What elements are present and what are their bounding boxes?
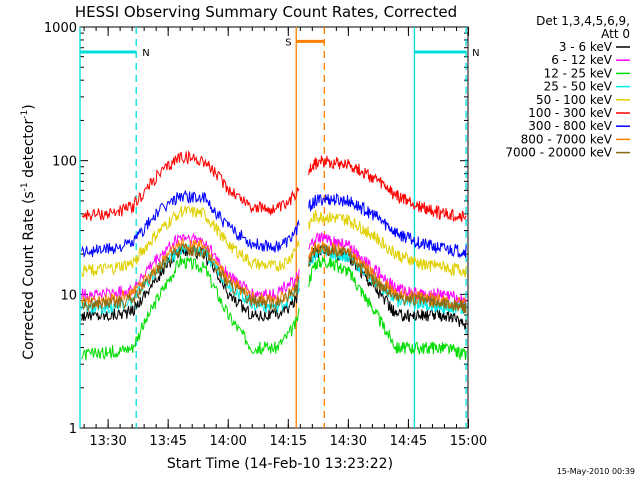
legend-label: 50 - 100 keV (536, 93, 613, 107)
marker-n: N (413, 27, 480, 428)
legend-label: 800 - 7000 keV (521, 132, 613, 146)
chart-title: HESSI Observing Summary Count Rates, Cor… (75, 3, 457, 21)
y-tick-label: 10 (60, 288, 77, 303)
series-line (81, 205, 300, 278)
y-tick-label: 100 (52, 155, 77, 170)
series-line (308, 155, 467, 223)
x-tick-label: 15:00 (450, 434, 487, 449)
x-tick-label: 14:45 (390, 434, 427, 449)
x-tick-label: 13:45 (149, 434, 186, 449)
marker-s: S (285, 27, 325, 428)
series-line (81, 149, 300, 221)
series-line (81, 242, 300, 312)
x-axis-label: Start Time (14-Feb-10 13:23:22) (167, 456, 393, 472)
legend-label: 25 - 50 keV (544, 80, 613, 94)
marker-label: S (285, 37, 291, 48)
y-axis-label: Corrected Count Rate (s-1 detector-1) (20, 104, 37, 359)
series-line (308, 242, 467, 314)
marker-label: N (142, 48, 149, 59)
marker-n: N (79, 27, 150, 428)
legend-label: 3 - 6 keV (559, 40, 613, 54)
legend-label: 6 - 12 keV (551, 53, 613, 67)
y-tick-label: 1000 (44, 21, 77, 36)
series-line (308, 256, 467, 361)
plot-frame (79, 26, 469, 429)
x-tick-label: 14:15 (270, 434, 307, 449)
plot-area: 1 10 100 1000 13:30 13:45 14:00 14:15 14:30 14:45… (44, 21, 487, 449)
y-axis-label-mid: detector (21, 119, 37, 183)
footer-timestamp: 15-May-2010 00:39 (557, 467, 635, 476)
series-line (308, 209, 467, 278)
series-line (308, 241, 467, 310)
legend-header-detectors: Det 1,3,4,5,6,9, (536, 14, 630, 28)
series-line (81, 255, 300, 361)
legend-label: 12 - 25 keV (544, 66, 613, 80)
series-line (81, 190, 300, 259)
y-axis-label-main: Corrected Count Rate (s (21, 191, 37, 359)
series-line (308, 192, 467, 259)
y-axis-label-sup1: -1 (20, 182, 30, 191)
legend-label: 100 - 300 keV (528, 106, 612, 120)
legend-label: 7000 - 20000 keV (505, 146, 612, 160)
marker-label: N (472, 48, 479, 59)
y-axis-label-sup2: -1 (20, 110, 30, 119)
x-tick-label: 14:30 (330, 434, 367, 449)
legend-label: 300 - 800 keV (528, 119, 612, 133)
x-tick-label: 13:30 (89, 434, 126, 449)
y-axis-label-end: ) (21, 104, 37, 109)
legend-header-attenuator: Att 0 (601, 27, 630, 41)
x-tick-label: 14:00 (209, 434, 246, 449)
y-tick-label: 1 (69, 422, 77, 437)
